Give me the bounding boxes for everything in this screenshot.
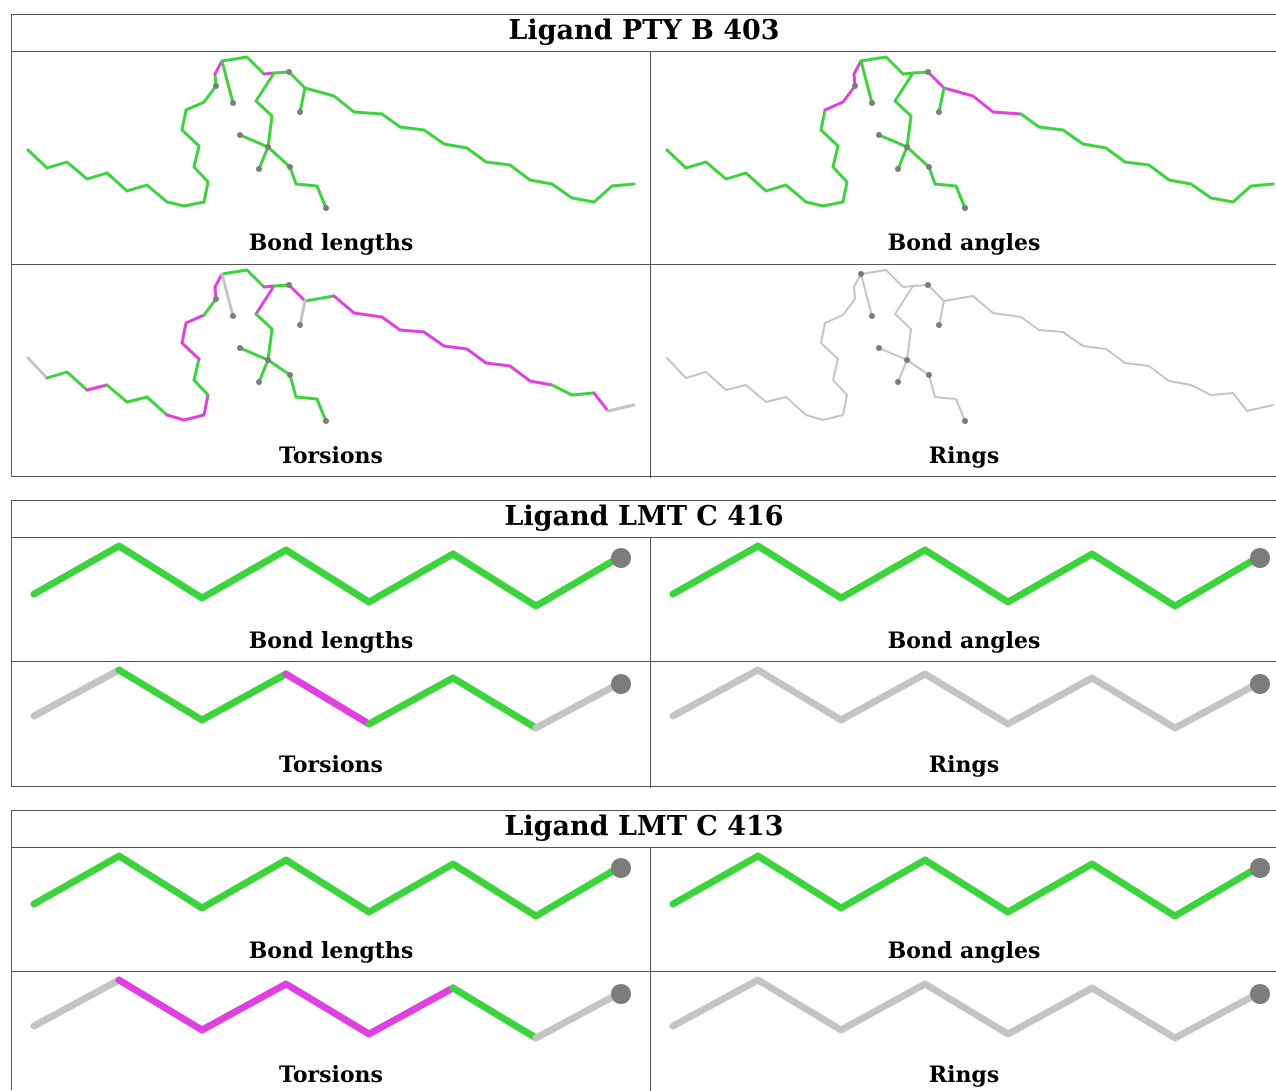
caption-bond-lengths: Bond lengths xyxy=(248,230,414,256)
cell-bond-lengths: Bond lengths xyxy=(12,52,650,264)
ligand-panel-lmt-c-416: Ligand LMT C 416 Bond lengths Bond angle… xyxy=(11,500,1276,788)
lmt-chain-rings-icon xyxy=(669,976,1270,1042)
lmt-chain-rings-icon xyxy=(669,666,1270,732)
caption-bond-lengths: Bond lengths xyxy=(248,628,414,654)
divider xyxy=(650,52,651,478)
caption-rings: Rings xyxy=(928,752,1000,778)
cell-bond-angles: Bond angles xyxy=(651,52,1276,264)
divider xyxy=(12,264,1276,265)
divider xyxy=(650,538,651,788)
caption-torsions: Torsions xyxy=(279,752,383,778)
caption-bond-angles: Bond angles xyxy=(887,628,1041,654)
cell-bond-lengths: Bond lengths xyxy=(12,848,650,971)
divider xyxy=(650,848,651,1091)
caption-bond-angles: Bond angles xyxy=(887,230,1041,256)
pty-molecule-bond-angles-icon xyxy=(665,55,1275,211)
cell-bond-lengths: Bond lengths xyxy=(12,538,650,661)
divider xyxy=(12,847,1276,848)
cell-torsions: Torsions xyxy=(12,972,650,1091)
divider xyxy=(12,661,1276,662)
cell-bond-angles: Bond angles xyxy=(651,538,1276,661)
cell-torsions: Torsions xyxy=(12,662,650,788)
ligand-panel-pty-b-403: Ligand PTY B 403 Bo xyxy=(11,14,1276,478)
cell-bond-angles: Bond angles xyxy=(651,848,1276,971)
divider xyxy=(12,51,1276,52)
caption-rings: Rings xyxy=(928,443,1000,469)
lmt-chain-torsions-icon xyxy=(30,976,631,1042)
caption-torsions: Torsions xyxy=(279,443,383,469)
lmt-chain-bond-angles-icon xyxy=(669,852,1270,920)
cell-rings: Rings xyxy=(651,662,1276,788)
lmt-chain-bond-lengths-icon xyxy=(30,852,631,920)
divider xyxy=(12,537,1276,538)
pty-molecule-torsions-icon xyxy=(26,268,636,424)
panel-title: Ligand LMT C 413 xyxy=(504,811,784,842)
caption-bond-lengths: Bond lengths xyxy=(248,938,414,964)
panel-title: Ligand LMT C 416 xyxy=(504,501,784,532)
lmt-chain-bond-lengths-icon xyxy=(30,542,631,610)
lmt-chain-torsions-icon xyxy=(30,666,631,732)
divider xyxy=(12,971,1276,972)
cell-rings: Rings xyxy=(651,972,1276,1091)
cell-rings: Rings xyxy=(651,265,1276,478)
lmt-chain-bond-angles-icon xyxy=(669,542,1270,610)
pty-molecule-bond-lengths-icon xyxy=(26,55,636,211)
caption-rings: Rings xyxy=(928,1062,1000,1088)
caption-torsions: Torsions xyxy=(279,1062,383,1088)
ligand-panel-lmt-c-413: Ligand LMT C 413 Bond lengths Bond angle… xyxy=(11,810,1276,1091)
pty-molecule-rings-icon xyxy=(666,269,1274,424)
caption-bond-angles: Bond angles xyxy=(887,938,1041,964)
panel-title: Ligand PTY B 403 xyxy=(508,15,780,46)
cell-torsions: Torsions xyxy=(12,265,650,478)
